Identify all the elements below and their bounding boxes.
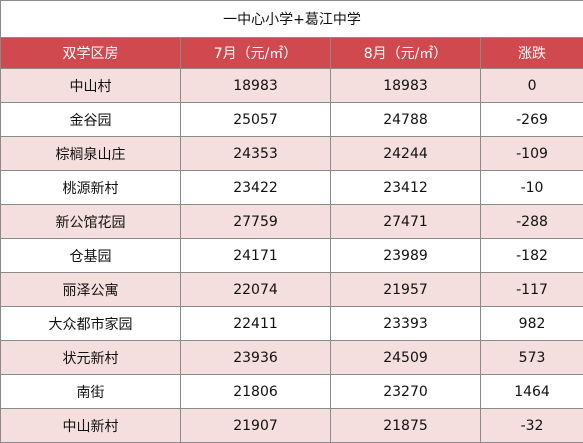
cell-july-price: 23422 <box>180 170 331 205</box>
cell-july-price: 24171 <box>180 238 331 273</box>
header-august-price: 8月（元/㎡） <box>330 37 481 69</box>
cell-change: -269 <box>479 102 583 137</box>
header-district: 双学区房 <box>0 37 181 69</box>
cell-district-name: 棕榈泉山庄 <box>0 136 181 171</box>
cell-district-name: 仓基园 <box>0 238 181 273</box>
cell-change: 1464 <box>479 374 583 409</box>
cell-change: -117 <box>479 272 583 307</box>
cell-august-price: 24788 <box>330 102 481 137</box>
cell-district-name: 中山新村 <box>0 408 181 443</box>
table-row: 大众都市家园 22411 23393 982 <box>0 306 583 341</box>
cell-august-price: 21957 <box>330 272 481 307</box>
cell-july-price: 18983 <box>180 68 331 103</box>
cell-change: -32 <box>479 408 583 443</box>
header-change: 涨跌 <box>479 37 583 69</box>
header-row: 双学区房 7月（元/㎡） 8月（元/㎡） 涨跌 <box>0 37 583 69</box>
table-title: 一中心小学+葛江中学 <box>0 0 583 38</box>
cell-change: 573 <box>479 340 583 375</box>
cell-district-name: 金谷园 <box>0 102 181 137</box>
cell-july-price: 24353 <box>180 136 331 171</box>
table-row: 状元新村 23936 24509 573 <box>0 340 583 375</box>
cell-july-price: 25057 <box>180 102 331 137</box>
table-row: 中山村 18983 18983 0 <box>0 68 583 103</box>
cell-district-name: 新公馆花园 <box>0 204 181 239</box>
cell-change: -182 <box>479 238 583 273</box>
cell-july-price: 21806 <box>180 374 331 409</box>
table-row: 南街 21806 23270 1464 <box>0 374 583 409</box>
table-row: 丽泽公寓 22074 21957 -117 <box>0 272 583 307</box>
cell-august-price: 24244 <box>330 136 481 171</box>
cell-district-name: 大众都市家园 <box>0 306 181 341</box>
cell-change: 0 <box>479 68 583 103</box>
cell-july-price: 23936 <box>180 340 331 375</box>
table-row: 中山新村 21907 21875 -32 <box>0 408 583 443</box>
cell-august-price: 27471 <box>330 204 481 239</box>
table-row: 棕榈泉山庄 24353 24244 -109 <box>0 136 583 171</box>
cell-august-price: 24509 <box>330 340 481 375</box>
cell-district-name: 桃源新村 <box>0 170 181 205</box>
cell-july-price: 22074 <box>180 272 331 307</box>
cell-august-price: 23393 <box>330 306 481 341</box>
cell-change: -10 <box>479 170 583 205</box>
cell-district-name: 南街 <box>0 374 181 409</box>
cell-change: -109 <box>479 136 583 171</box>
cell-change: 982 <box>479 306 583 341</box>
cell-august-price: 23989 <box>330 238 481 273</box>
header-july-price: 7月（元/㎡） <box>180 37 331 69</box>
cell-august-price: 23412 <box>330 170 481 205</box>
table-row: 新公馆花园 27759 27471 -288 <box>0 204 583 239</box>
cell-district-name: 中山村 <box>0 68 181 103</box>
cell-august-price: 21875 <box>330 408 481 443</box>
table-row: 金谷园 25057 24788 -269 <box>0 102 583 137</box>
table-row: 仓基园 24171 23989 -182 <box>0 238 583 273</box>
cell-august-price: 18983 <box>330 68 481 103</box>
cell-district-name: 丽泽公寓 <box>0 272 181 307</box>
cell-change: -288 <box>479 204 583 239</box>
title-row: 一中心小学+葛江中学 <box>0 0 583 38</box>
cell-district-name: 状元新村 <box>0 340 181 375</box>
cell-july-price: 27759 <box>180 204 331 239</box>
cell-july-price: 22411 <box>180 306 331 341</box>
cell-july-price: 21907 <box>180 408 331 443</box>
table-row: 桃源新村 23422 23412 -10 <box>0 170 583 205</box>
cell-august-price: 23270 <box>330 374 481 409</box>
